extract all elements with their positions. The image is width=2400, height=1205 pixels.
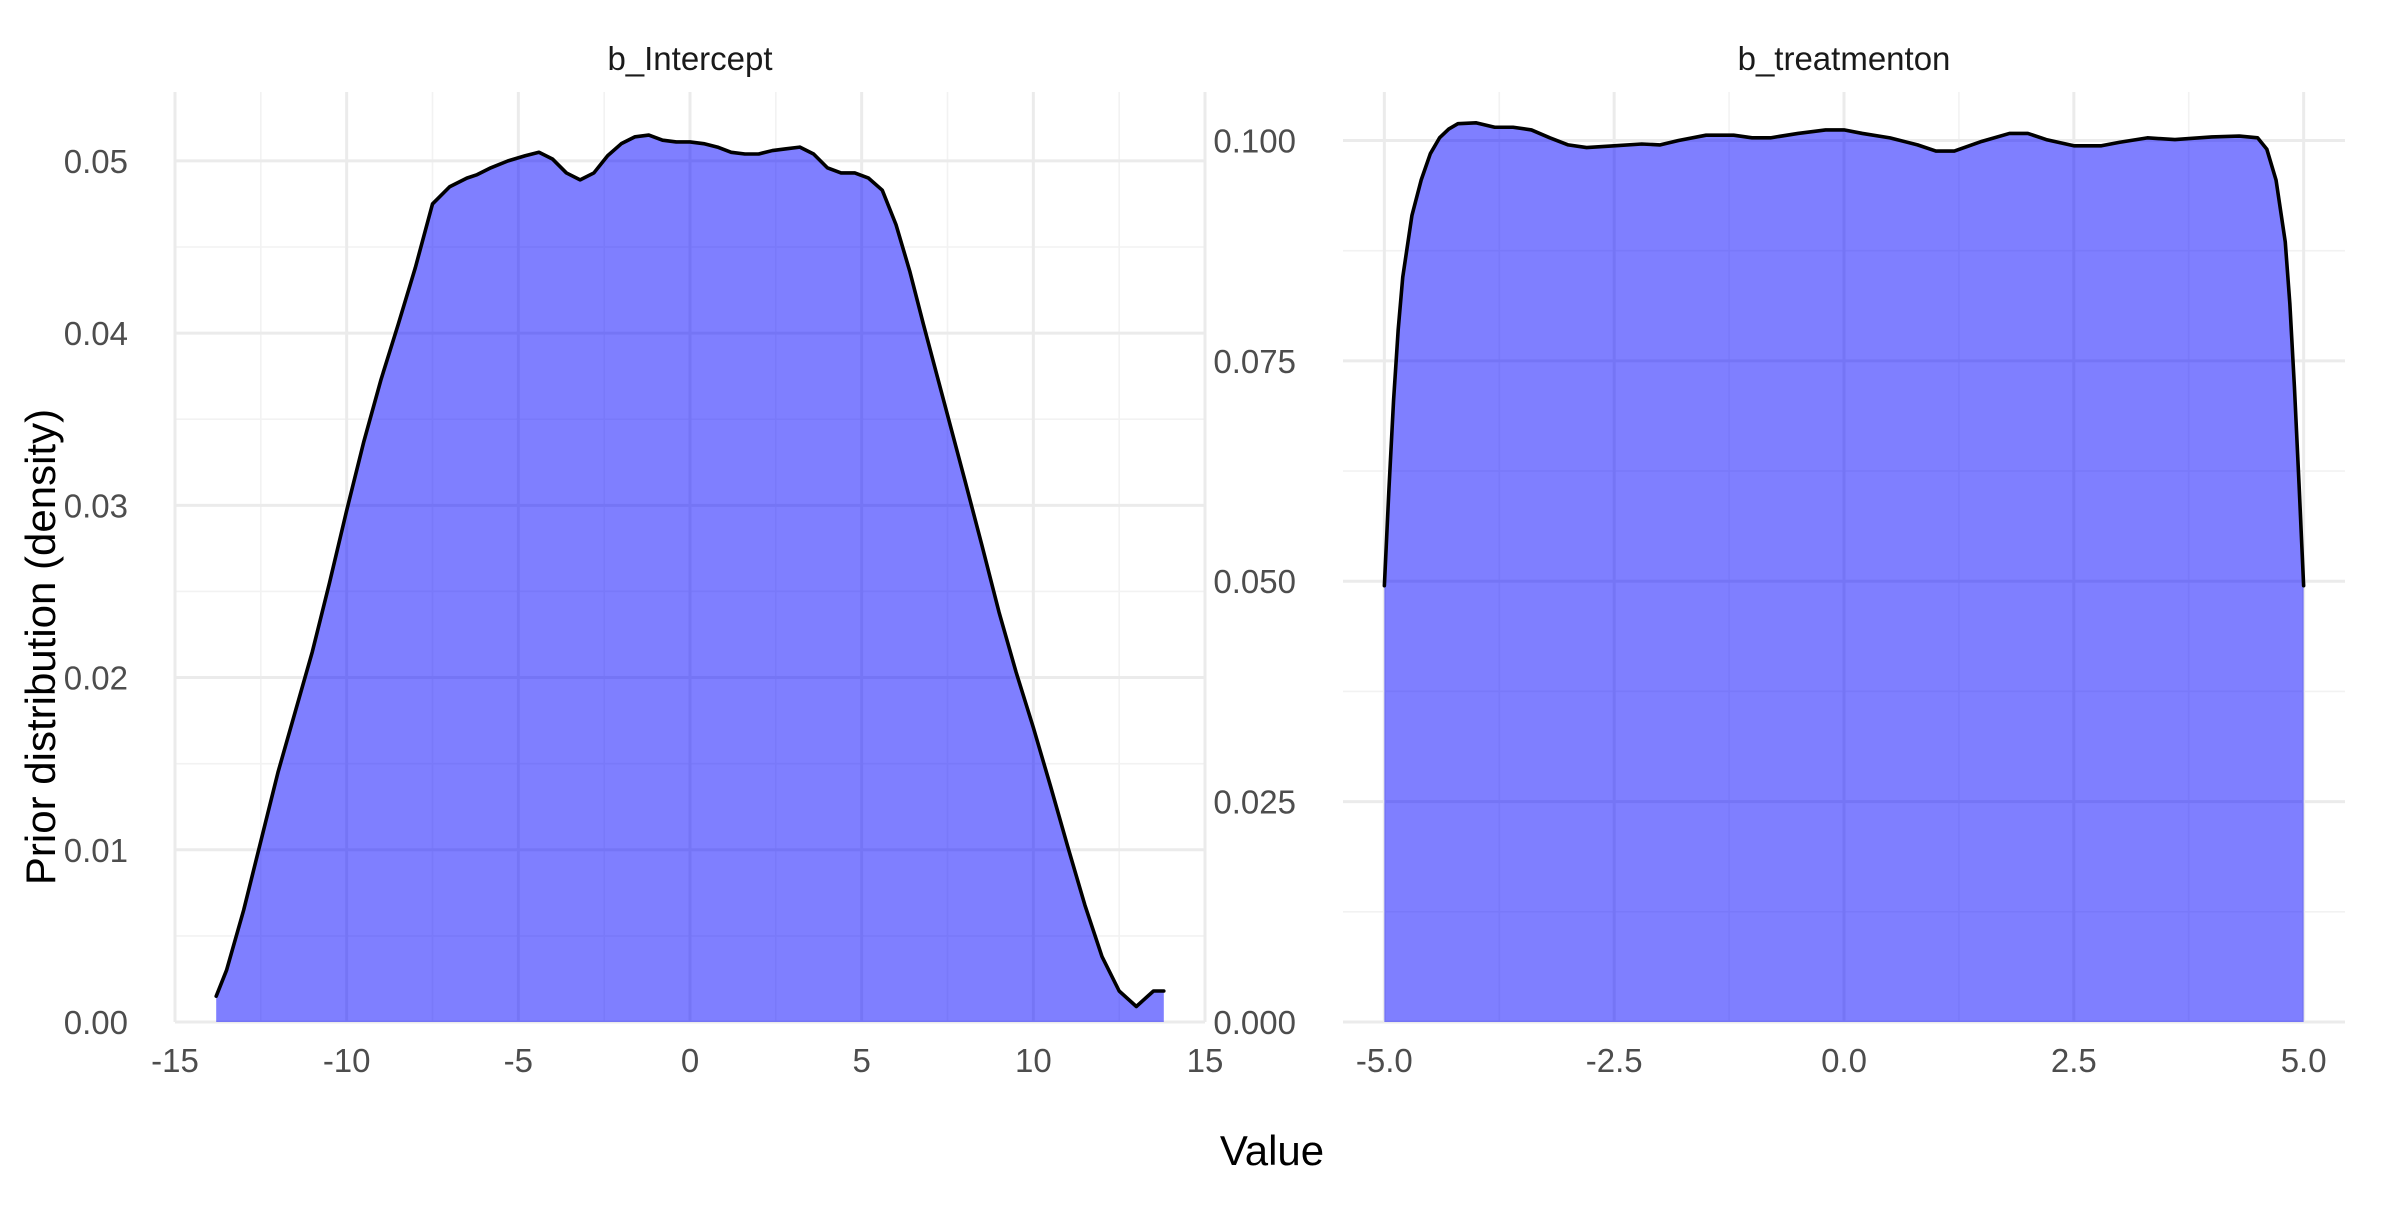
x-tick-label: 10 — [1015, 1042, 1052, 1079]
y-tick-label: 0.02 — [64, 660, 128, 697]
y-tick-label: 0.100 — [1213, 122, 1296, 159]
x-tick-label: 0.0 — [1821, 1042, 1867, 1079]
y-tick-label: 0.04 — [64, 315, 128, 352]
y-axis-title: Prior distribution (density) — [17, 409, 64, 885]
y-tick-label: 0.025 — [1213, 784, 1296, 821]
panel-title: b_treatmenton — [1738, 40, 1951, 77]
x-tick-label: -15 — [151, 1042, 199, 1079]
x-tick-label: 15 — [1187, 1042, 1224, 1079]
y-tick-label: 0.03 — [64, 487, 128, 524]
y-tick-label: 0.050 — [1213, 563, 1296, 600]
panel-title: b_Intercept — [607, 40, 772, 77]
y-tick-label: 0.000 — [1213, 1004, 1296, 1041]
density-area-b-treatmenton — [1384, 122, 2304, 1023]
panel-b-intercept: -15 -10 -5 0 5 10 15 0.00 0.01 0.02 0.03 0.04 0.05 b_… — [64, 40, 1224, 1079]
y-tick-label: 0.05 — [64, 143, 128, 180]
y-tick-label: 0.075 — [1213, 343, 1296, 380]
x-tick-label: -5 — [504, 1042, 533, 1079]
density-area-b-intercept — [216, 135, 1164, 1022]
panel-b-treatmenton: -5.0 -2.5 0.0 2.5 5.0 0.000 0.025 0.050 0.075 0.1… — [1213, 40, 2345, 1079]
x-tick-label: 5.0 — [2281, 1042, 2327, 1079]
x-tick-label: -10 — [323, 1042, 371, 1079]
x-tick-label: -2.5 — [1586, 1042, 1643, 1079]
y-tick-label: 0.01 — [64, 832, 128, 869]
density-line-b-intercept — [214, 133, 1166, 1009]
x-tick-label: 2.5 — [2051, 1042, 2097, 1079]
y-tick-label: 0.00 — [64, 1004, 128, 1041]
density-line-b-treatmenton — [1382, 121, 2306, 588]
x-tick-label: 0 — [681, 1042, 699, 1079]
x-axis-title: Value — [1220, 1127, 1324, 1174]
x-tick-label: -5.0 — [1356, 1042, 1413, 1079]
x-tick-label: 5 — [852, 1042, 870, 1079]
